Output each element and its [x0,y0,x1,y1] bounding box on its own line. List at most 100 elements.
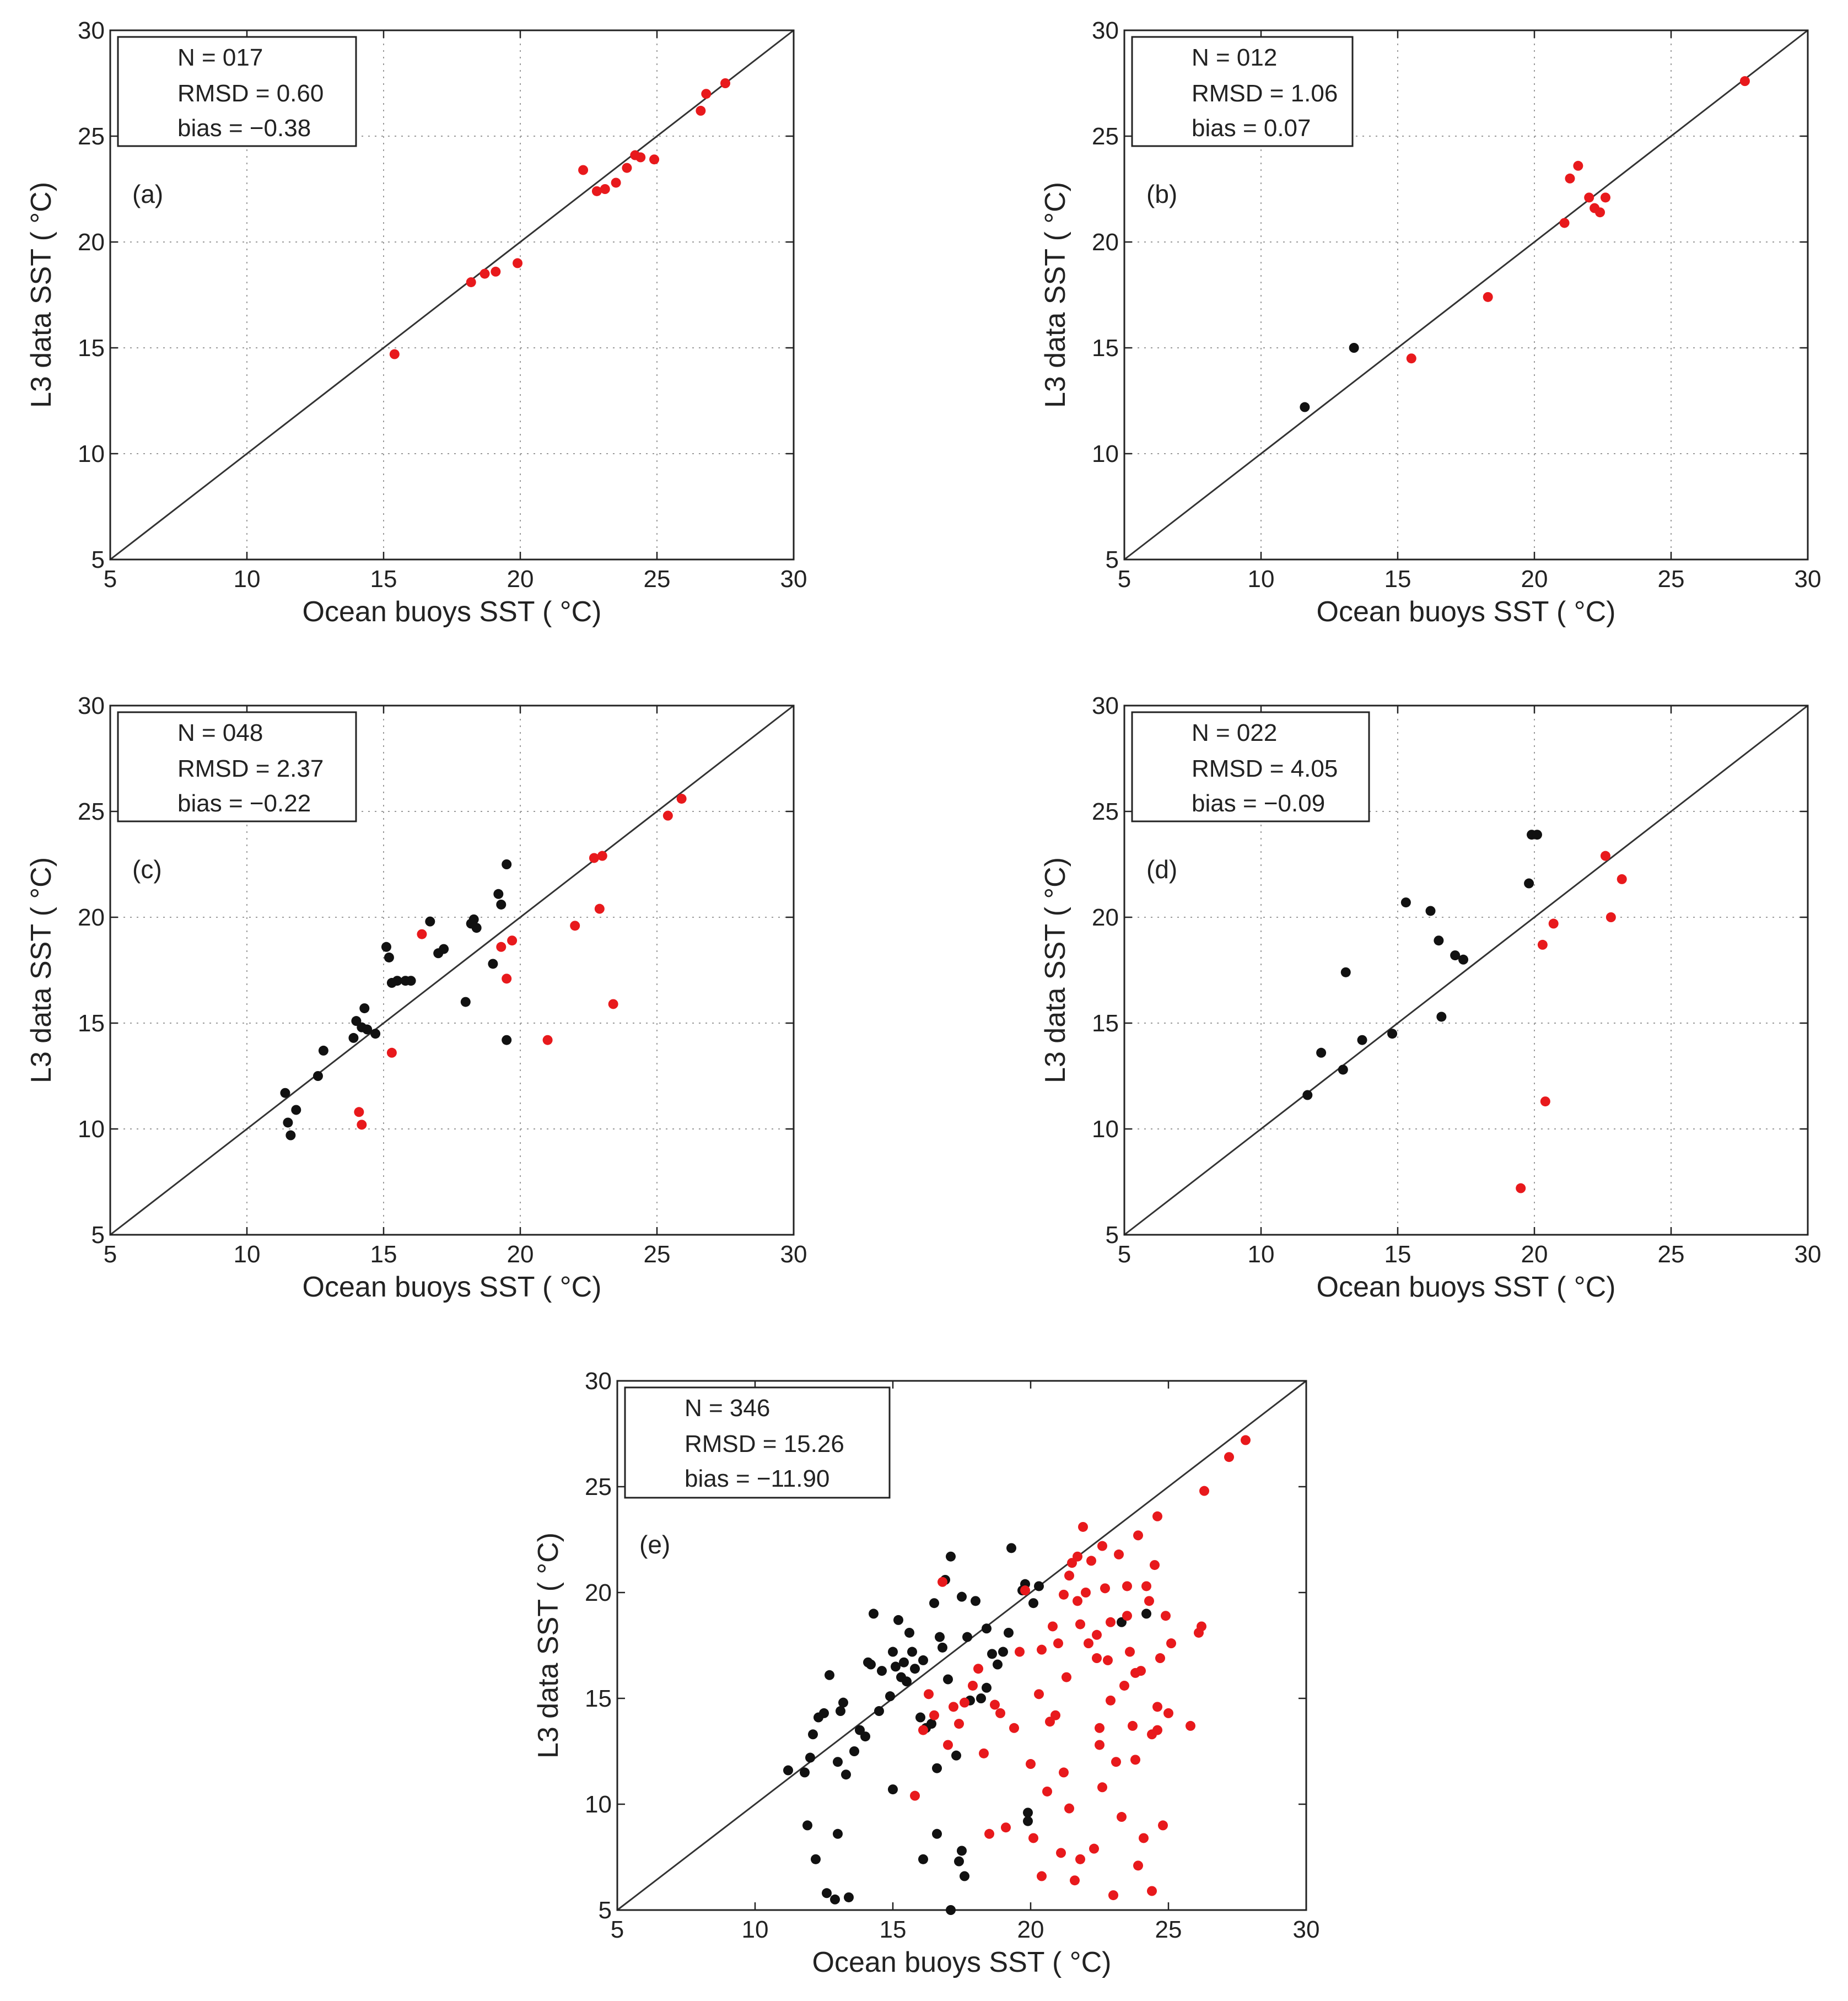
stat-bias: bias = −0.38 [177,115,311,142]
data-point-black [918,1655,928,1665]
data-point-black [460,997,471,1007]
x-tick-label: 30 [1795,1241,1822,1268]
y-tick-label: 20 [1092,904,1119,931]
data-point-black [283,1117,293,1128]
data-point-black [902,1676,912,1687]
x-tick-label: 20 [507,566,534,593]
data-point-red [1089,1843,1099,1854]
data-point-red [1197,1621,1206,1632]
data-point-red [1605,912,1616,922]
data-point-black [1400,897,1411,908]
x-tick-label: 25 [1658,566,1685,593]
data-point-black [874,1706,884,1717]
x-tick-label: 5 [611,1916,624,1943]
stat-n: N = 048 [177,719,263,746]
data-point-red [1073,1551,1082,1562]
x-axis-label: Ocean buoys SST ( °C) [1317,596,1616,628]
data-point-black [1349,343,1359,353]
panel-label: (b) [1146,180,1177,208]
data-point-red [1070,1875,1080,1886]
data-point-red [1064,1570,1074,1581]
data-point-black [946,1905,956,1915]
x-tick-label: 30 [1293,1916,1320,1943]
data-point-black [1023,1808,1033,1818]
x-tick-label: 30 [780,1241,807,1268]
data-point-red [1166,1638,1176,1649]
x-tick-label: 15 [1384,566,1411,593]
data-point-red [1144,1596,1154,1606]
data-point-black [877,1666,887,1676]
data-point-red [1001,1822,1011,1833]
chart-panel-2: 55 10 10 15 15 20 20 25 25 30 30 Ocean buoys SST ( … [1039,17,1821,628]
x-axis-label: Ocean buoys SST ( °C) [303,596,602,628]
data-point-black [285,1130,296,1141]
data-point-red [1155,1653,1165,1664]
y-tick-label: 5 [1106,1222,1119,1249]
data-point-black [1141,1609,1151,1619]
data-point-red [1141,1581,1151,1591]
y-tick-label: 25 [1092,123,1119,150]
y-tick-label: 10 [1092,440,1119,467]
y-tick-label: 5 [91,546,105,573]
data-point-black [1028,1598,1038,1609]
y-axis-label: L3 data SST ( °C) [25,857,57,1083]
data-point-red [1152,1702,1162,1712]
stats-box [117,711,357,822]
data-point-red [1600,192,1610,203]
y-tick-label: 15 [585,1685,612,1712]
data-point-black [935,1632,945,1642]
y-tick-label: 20 [585,1579,612,1606]
data-point-red [1092,1653,1102,1664]
data-point-red [1548,918,1559,929]
data-point-red [1106,1695,1116,1706]
data-point-black [932,1828,942,1839]
stat-n: N = 346 [685,1395,770,1422]
y-tick-label: 20 [78,229,105,256]
stats-box [1131,36,1354,147]
y-tick-label: 20 [1092,229,1119,256]
data-point-red [466,277,476,287]
data-point-red [1059,1589,1069,1600]
data-point-black [938,1642,947,1653]
data-point-red [542,1035,553,1045]
data-point-red [1128,1720,1138,1731]
data-point-red [1130,1668,1140,1678]
data-point-red [1516,1183,1526,1193]
y-tick-label: 15 [1092,1010,1119,1037]
x-tick-label: 10 [742,1916,769,1943]
data-point-red [386,1047,397,1058]
x-tick-label: 10 [234,1241,261,1268]
data-point-red [949,1702,958,1712]
data-point-black [1436,1012,1447,1022]
data-point-black [811,1854,821,1864]
chart-panel-3: 55 10 10 15 15 20 20 25 25 30 30 Ocean buoys SST ( … [25,692,807,1303]
data-point-black [313,1071,323,1081]
data-point-black [836,1706,845,1717]
data-point-red [1097,1782,1107,1793]
panel-label: (e) [639,1530,670,1559]
data-point-red [635,152,646,163]
data-point-black [384,952,394,962]
data-point-red [479,268,490,279]
y-tick-label: 15 [78,1010,105,1037]
data-point-red [1152,1725,1162,1735]
stats-box [1131,711,1370,822]
y-tick-label: 5 [91,1222,105,1249]
data-point-black [1316,1047,1327,1058]
data-point-red [1048,1621,1058,1632]
data-point-black [439,944,449,954]
x-tick-label: 5 [104,1241,117,1268]
data-point-red [1241,1435,1251,1445]
data-point-red [389,349,400,359]
data-point-black [830,1894,840,1905]
data-point-black [1450,950,1461,961]
data-point-black [838,1697,848,1708]
stats-box [624,1386,891,1499]
data-point-black [860,1731,870,1742]
data-point-red [1062,1672,1071,1682]
data-point-red [995,1708,1005,1718]
data-point-red [608,999,618,1009]
data-point-red [1152,1511,1162,1521]
data-point-black [982,1682,992,1693]
